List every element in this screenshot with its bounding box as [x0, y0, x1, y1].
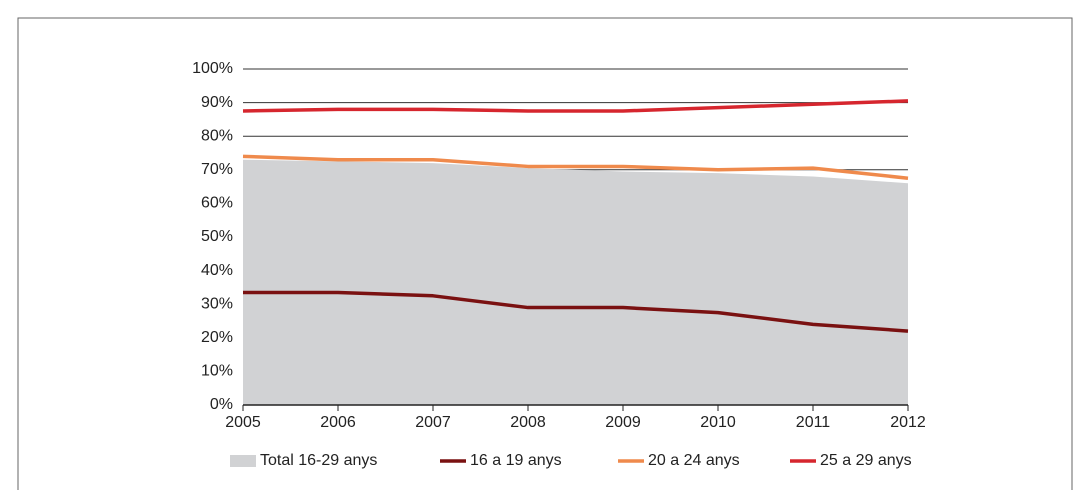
x-tick-label: 2006 [320, 414, 356, 431]
line [242, 99, 909, 113]
x-tick-label: 2010 [700, 414, 736, 431]
y-tick-label: 70% [201, 161, 233, 178]
y-tick-label: 40% [201, 262, 233, 279]
y-tick-label: 90% [201, 94, 233, 111]
x-tick-label: 2011 [796, 414, 831, 431]
area [243, 159, 908, 405]
legend-swatch [230, 455, 256, 467]
y-tick-label: 20% [201, 329, 233, 346]
legend-label: 20 a 24 anys [648, 452, 740, 469]
y-tick-label: 50% [201, 228, 233, 245]
legend-label: 25 a 29 anys [820, 452, 912, 469]
y-tick-label: 80% [201, 127, 233, 144]
y-tick-label: 10% [201, 363, 233, 380]
line [243, 290, 909, 333]
frame [17, 17, 1073, 490]
y-tick-label: 60% [201, 195, 233, 212]
legend-label: 16 a 19 anys [470, 452, 562, 469]
x-tick-label: 2008 [510, 414, 546, 431]
x-tick-label: 2007 [415, 414, 451, 431]
x-tick-label: 2009 [605, 414, 641, 431]
x-tick-label: 2005 [225, 414, 261, 431]
y-tick-label: 30% [201, 295, 233, 312]
legend-label: Total 16-29 anys [260, 452, 377, 469]
x-tick-label: 2012 [890, 414, 926, 431]
y-tick-label: 0% [210, 396, 233, 413]
y-tick-label: 100% [192, 60, 233, 77]
line [242, 154, 909, 180]
